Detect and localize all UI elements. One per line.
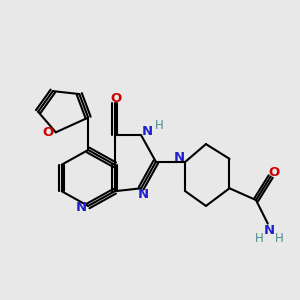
Text: O: O [42,126,53,139]
Text: N: N [264,224,275,237]
Text: N: N [173,151,184,164]
Text: N: N [138,188,149,201]
Text: N: N [142,125,153,138]
Text: O: O [268,166,280,178]
Text: H: H [255,232,263,245]
Text: H: H [155,119,164,132]
Text: H: H [274,232,283,245]
Text: N: N [76,201,87,214]
Text: O: O [110,92,122,105]
